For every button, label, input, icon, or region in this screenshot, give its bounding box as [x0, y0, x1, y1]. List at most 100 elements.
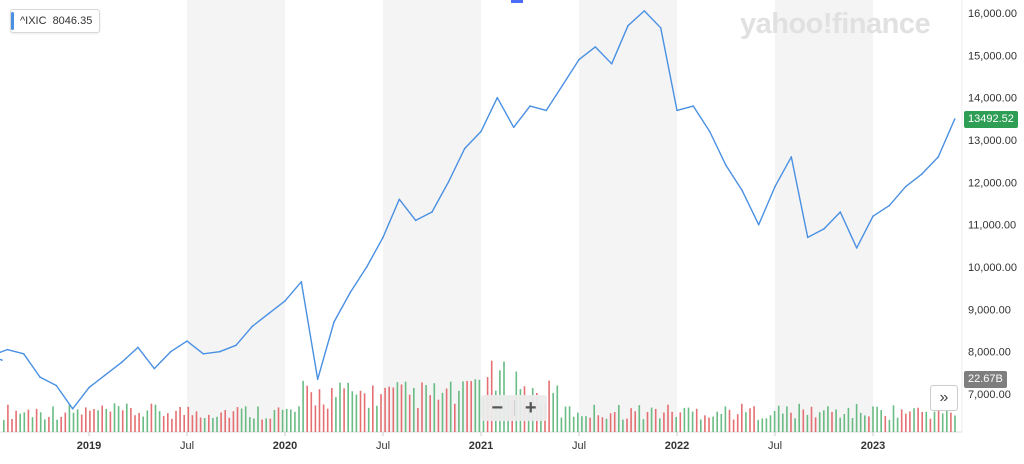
y-tick-label: 10,000.00	[968, 262, 1017, 274]
volume-bar	[712, 416, 714, 432]
price-point	[659, 27, 662, 29]
volume-bar	[355, 394, 358, 432]
volume-bar	[736, 414, 739, 432]
price-point	[480, 130, 482, 133]
volume-bar	[851, 418, 854, 432]
price-point	[741, 190, 744, 192]
volume-bar	[478, 379, 481, 432]
volume-bar	[199, 417, 202, 432]
range-marker	[511, 0, 523, 3]
volume-bar	[97, 410, 99, 432]
volume-bar	[757, 419, 759, 432]
volume-bar	[216, 416, 218, 432]
volume-bar	[638, 405, 641, 432]
volume-bar	[3, 419, 5, 432]
volume-bar	[449, 381, 452, 432]
price-point	[855, 247, 858, 249]
volume-bar	[888, 419, 891, 432]
volume-bar	[314, 405, 317, 432]
volume-bar	[392, 387, 395, 432]
y-tick-label: 14,000.00	[968, 93, 1017, 105]
volume-bar	[728, 409, 731, 432]
volume-bar	[413, 387, 415, 432]
volume-bar	[786, 406, 788, 432]
volume-bar	[89, 410, 91, 432]
volume-bar	[404, 381, 407, 432]
volume-bar	[597, 415, 600, 432]
zoom-in-button[interactable]: +	[524, 397, 537, 419]
price-point	[251, 325, 254, 328]
volume-bar	[823, 410, 825, 432]
price-point	[267, 312, 270, 315]
volume-bar	[900, 409, 903, 432]
volume-bar	[556, 385, 559, 432]
price-point	[6, 348, 9, 351]
volume-bar	[171, 418, 173, 432]
volume-bar	[138, 413, 140, 432]
price-point	[218, 350, 221, 353]
volume-bar	[269, 418, 272, 432]
volume-bar	[363, 393, 366, 432]
volume-bar	[564, 406, 567, 432]
volume-bar	[593, 404, 595, 432]
volume-bar	[818, 412, 821, 432]
volume-bar	[925, 411, 928, 432]
price-point	[235, 344, 237, 347]
price-point	[447, 181, 450, 184]
price-point	[627, 24, 629, 27]
volume-bar	[380, 394, 382, 432]
volume-bar	[384, 387, 386, 432]
volume-bar	[44, 419, 46, 432]
volume-bar	[257, 406, 259, 432]
year-band	[187, 0, 285, 432]
price-point	[872, 215, 874, 217]
volume-bar	[794, 418, 796, 432]
price-point	[300, 281, 303, 283]
yahoo-finance-logo: yahoo!finance	[740, 8, 931, 40]
volume-bar	[150, 403, 153, 432]
volume-bar	[343, 388, 345, 432]
price-point	[382, 236, 384, 239]
price-point	[431, 211, 433, 213]
price-point	[169, 350, 172, 353]
volume-bar	[626, 418, 628, 432]
volume-bar	[777, 405, 780, 432]
volume-bar	[802, 409, 805, 432]
volume-bar	[884, 416, 887, 432]
volume-bar	[72, 412, 75, 432]
x-tick-label: 2023	[861, 440, 885, 452]
zoom-divider	[513, 400, 515, 416]
price-point	[545, 109, 548, 112]
volume-bar	[273, 410, 276, 432]
volume-bar	[560, 417, 563, 432]
volume-bar	[298, 406, 300, 432]
volume-bar	[765, 418, 768, 432]
volume-bar	[396, 382, 399, 432]
y-tick-label: 9,000.00	[968, 304, 1011, 316]
volume-bar	[913, 408, 915, 432]
volume-bar	[224, 410, 226, 432]
volume-bar	[68, 404, 71, 432]
price-point	[153, 367, 156, 370]
volume-bar	[265, 418, 267, 432]
volume-bar	[351, 391, 354, 432]
volume-bar	[548, 380, 550, 432]
zoom-out-button[interactable]: −	[491, 397, 504, 419]
volume-bar	[52, 406, 54, 432]
volume-bar	[474, 379, 477, 432]
volume-bar	[609, 413, 612, 432]
volume-bar	[441, 392, 444, 432]
volume-bar	[839, 417, 841, 432]
volume-bar	[552, 392, 554, 432]
volume-bar	[31, 417, 34, 432]
scroll-to-latest-button[interactable]: »	[930, 385, 958, 411]
volume-bar	[933, 411, 936, 432]
volume-bar	[175, 410, 177, 432]
price-point	[22, 353, 25, 355]
y-tick-label: 11,000.00	[968, 220, 1016, 232]
volume-bar	[93, 409, 95, 432]
price-point	[561, 84, 564, 86]
legend-chip[interactable]: ^IXIC 8046.35	[10, 9, 101, 33]
